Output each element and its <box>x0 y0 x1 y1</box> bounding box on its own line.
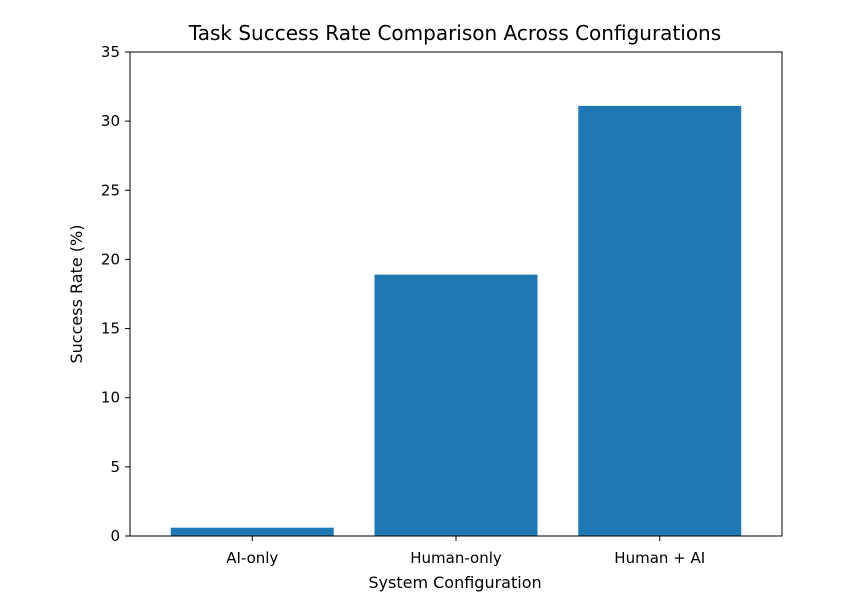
y-tick-label: 15 <box>101 320 120 338</box>
y-tick-label: 20 <box>101 250 120 268</box>
y-tick-label: 35 <box>101 43 120 61</box>
x-tick-label: Human + AI <box>614 549 705 567</box>
bar-human-ai <box>578 105 742 537</box>
bar-ai-only <box>170 527 334 536</box>
y-tick-label: 5 <box>110 458 120 476</box>
y-tick-label: 0 <box>110 527 120 545</box>
y-axis-ticks: 0 5 10 15 20 25 30 35 <box>101 43 130 545</box>
x-axis-ticks: AI-only Human-only Human + AI <box>226 536 705 567</box>
y-tick-label: 30 <box>101 112 120 130</box>
y-tick-label: 25 <box>101 181 120 199</box>
y-tick-label: 10 <box>101 389 120 407</box>
x-tick-label: Human-only <box>410 549 502 567</box>
y-axis-label: Success Rate (%) <box>67 225 86 364</box>
bar-human-only <box>374 274 538 536</box>
chart-title: Task Success Rate Comparison Across Conf… <box>188 21 721 45</box>
x-axis-label: System Configuration <box>368 573 541 592</box>
x-tick-label: AI-only <box>226 549 278 567</box>
bars-group <box>170 105 742 537</box>
